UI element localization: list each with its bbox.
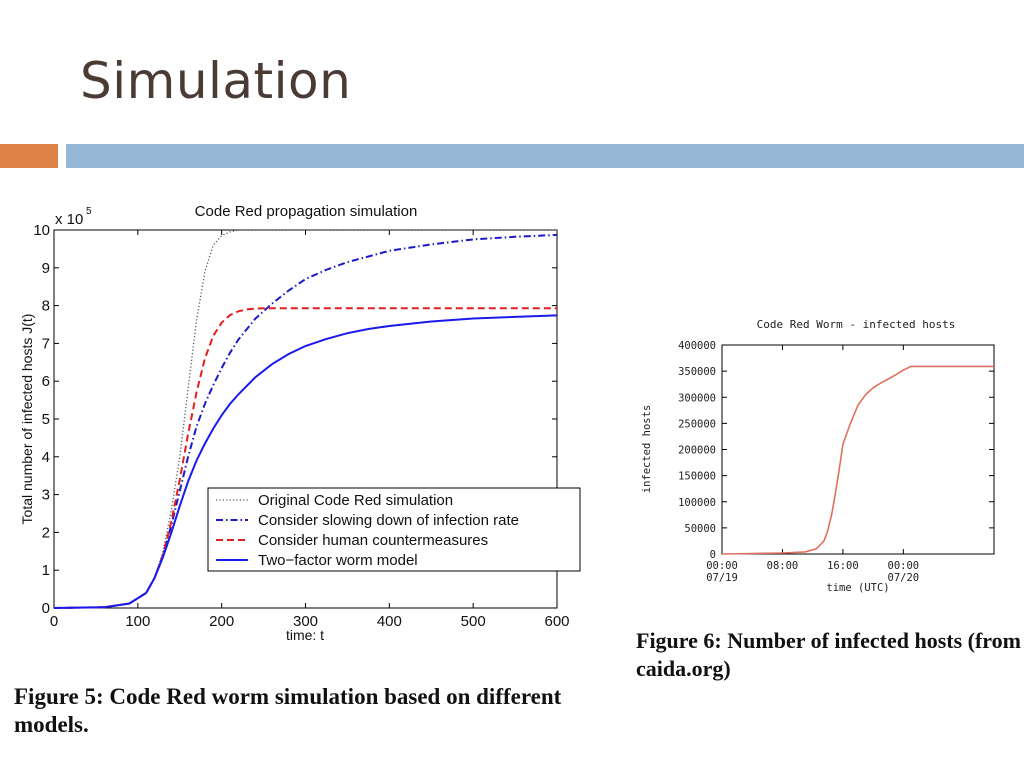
- figure-6-caption: Figure 6: Number of infected hosts (from…: [636, 628, 1021, 681]
- y-tick-label: 250000: [678, 418, 716, 430]
- y-axis-label: infected hosts: [641, 405, 653, 494]
- accent-bar-orange: [0, 144, 58, 168]
- legend-label-1: Original Code Red simulation: [258, 492, 453, 509]
- chart-title: Code Red Worm - infected hosts: [757, 318, 956, 331]
- y-exponent-label: x 10: [55, 211, 83, 228]
- y-tick-label: 6: [42, 373, 50, 390]
- x-axis-label: time (UTC): [826, 582, 889, 594]
- x-tick-sublabel: 07/19: [706, 572, 738, 584]
- y-tick-label: 400000: [678, 340, 716, 352]
- x-axis-label: time: t: [286, 627, 324, 643]
- x-tick-sublabel: 07/20: [888, 572, 920, 584]
- y-tick-label: 4: [42, 449, 50, 466]
- y-tick-label: 50000: [684, 523, 716, 535]
- y-tick-label: 10: [33, 222, 50, 239]
- x-tick-label: 300: [293, 613, 318, 630]
- y-tick-label: 150000: [678, 471, 716, 483]
- legend-label-2: Consider slowing down of infection rate: [258, 512, 519, 529]
- x-tick-label: 0: [50, 613, 58, 630]
- y-tick-label: 3: [42, 487, 50, 504]
- x-tick-label: 08:00: [767, 560, 799, 572]
- y-tick-label: 0: [710, 549, 716, 561]
- series-line-1: [721, 365, 994, 555]
- y-tick-label: 1: [42, 562, 50, 579]
- legend-box: [207, 487, 581, 572]
- y-axis-label: Total number of infected hosts J(t): [19, 314, 35, 525]
- y-tick-label: 7: [42, 335, 50, 352]
- x-tick-label: 00:00: [888, 560, 920, 572]
- chart-title: Code Red propagation simulation: [195, 203, 418, 220]
- series-line-4: [53, 314, 558, 609]
- figure-5-caption: Figure 5: Code Red worm simulation based…: [14, 684, 562, 737]
- x-tick-label: 600: [544, 613, 569, 630]
- y-tick-label: 9: [42, 260, 50, 277]
- accent-bar-blue: [66, 144, 1024, 168]
- caida-infected-hosts-chart: Code Red Worm - infected hosts 0 50000 1000…: [641, 318, 995, 594]
- y-tick-label: 8: [42, 298, 50, 315]
- legend-label-4: Two−factor worm model: [258, 552, 418, 569]
- x-tick-label: 500: [461, 613, 486, 630]
- y-tick-label: 0: [42, 600, 50, 617]
- y-tick-label: 100000: [678, 497, 716, 509]
- y-tick-label: 200000: [678, 445, 716, 457]
- y-tick-label: 300000: [678, 392, 716, 404]
- y-tick-label: 5: [42, 411, 50, 428]
- slide-title: Simulation: [80, 52, 352, 110]
- x-tick-label: 16:00: [827, 560, 859, 572]
- x-tick-label: 100: [125, 613, 150, 630]
- x-tick-label: 200: [209, 613, 234, 630]
- plot-frame: [721, 344, 995, 555]
- x-tick-label: 00:00: [706, 560, 738, 572]
- legend-label-3: Consider human countermeasures: [258, 532, 488, 549]
- x-tick-label: 400: [377, 613, 402, 630]
- y-exponent-power: 5: [86, 206, 92, 217]
- y-tick-label: 2: [42, 524, 50, 541]
- y-tick-label: 350000: [678, 366, 716, 378]
